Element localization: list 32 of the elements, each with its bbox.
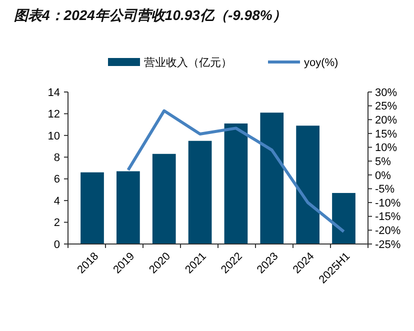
y2-tick-label: -15%	[375, 211, 401, 224]
y2-tick-label: -5%	[375, 184, 395, 196]
y2-tick-label: 15%	[375, 128, 398, 140]
y-tick-label: 4	[54, 195, 60, 208]
bar	[332, 192, 356, 244]
legend-label: 营业收入（亿元）	[144, 56, 232, 69]
bar	[188, 140, 212, 244]
y2-tick-label: 10%	[375, 142, 398, 154]
y2-tick-label: 20%	[375, 114, 398, 126]
y-tick-label: 10	[48, 130, 60, 142]
y2-tick-label: 30%	[375, 86, 398, 99]
y-tick-label: 14	[48, 86, 60, 99]
y2-tick-label: -20%	[375, 225, 401, 238]
bar	[116, 171, 140, 244]
y2-tick-label: 5%	[375, 156, 392, 168]
chart-title: 图表4：2024年公司营收10.93亿（-9.98%）	[14, 7, 286, 23]
bar	[296, 126, 320, 244]
y2-tick-label: 25%	[375, 100, 398, 113]
bar	[80, 172, 104, 244]
bar	[260, 112, 284, 244]
y-tick-label: 2	[54, 217, 60, 230]
y-tick-label: 6	[54, 174, 60, 186]
legend-label: yoy(%)	[304, 56, 338, 69]
y2-tick-label: 0%	[375, 170, 392, 182]
bar	[152, 154, 176, 244]
y-tick-label: 0	[54, 238, 60, 251]
y-tick-label: 12	[48, 108, 60, 121]
y2-tick-label: -25%	[375, 238, 401, 251]
y-tick-label: 8	[54, 152, 60, 164]
y2-tick-label: -10%	[375, 197, 401, 210]
bar	[224, 123, 248, 244]
line-series	[126, 109, 346, 234]
